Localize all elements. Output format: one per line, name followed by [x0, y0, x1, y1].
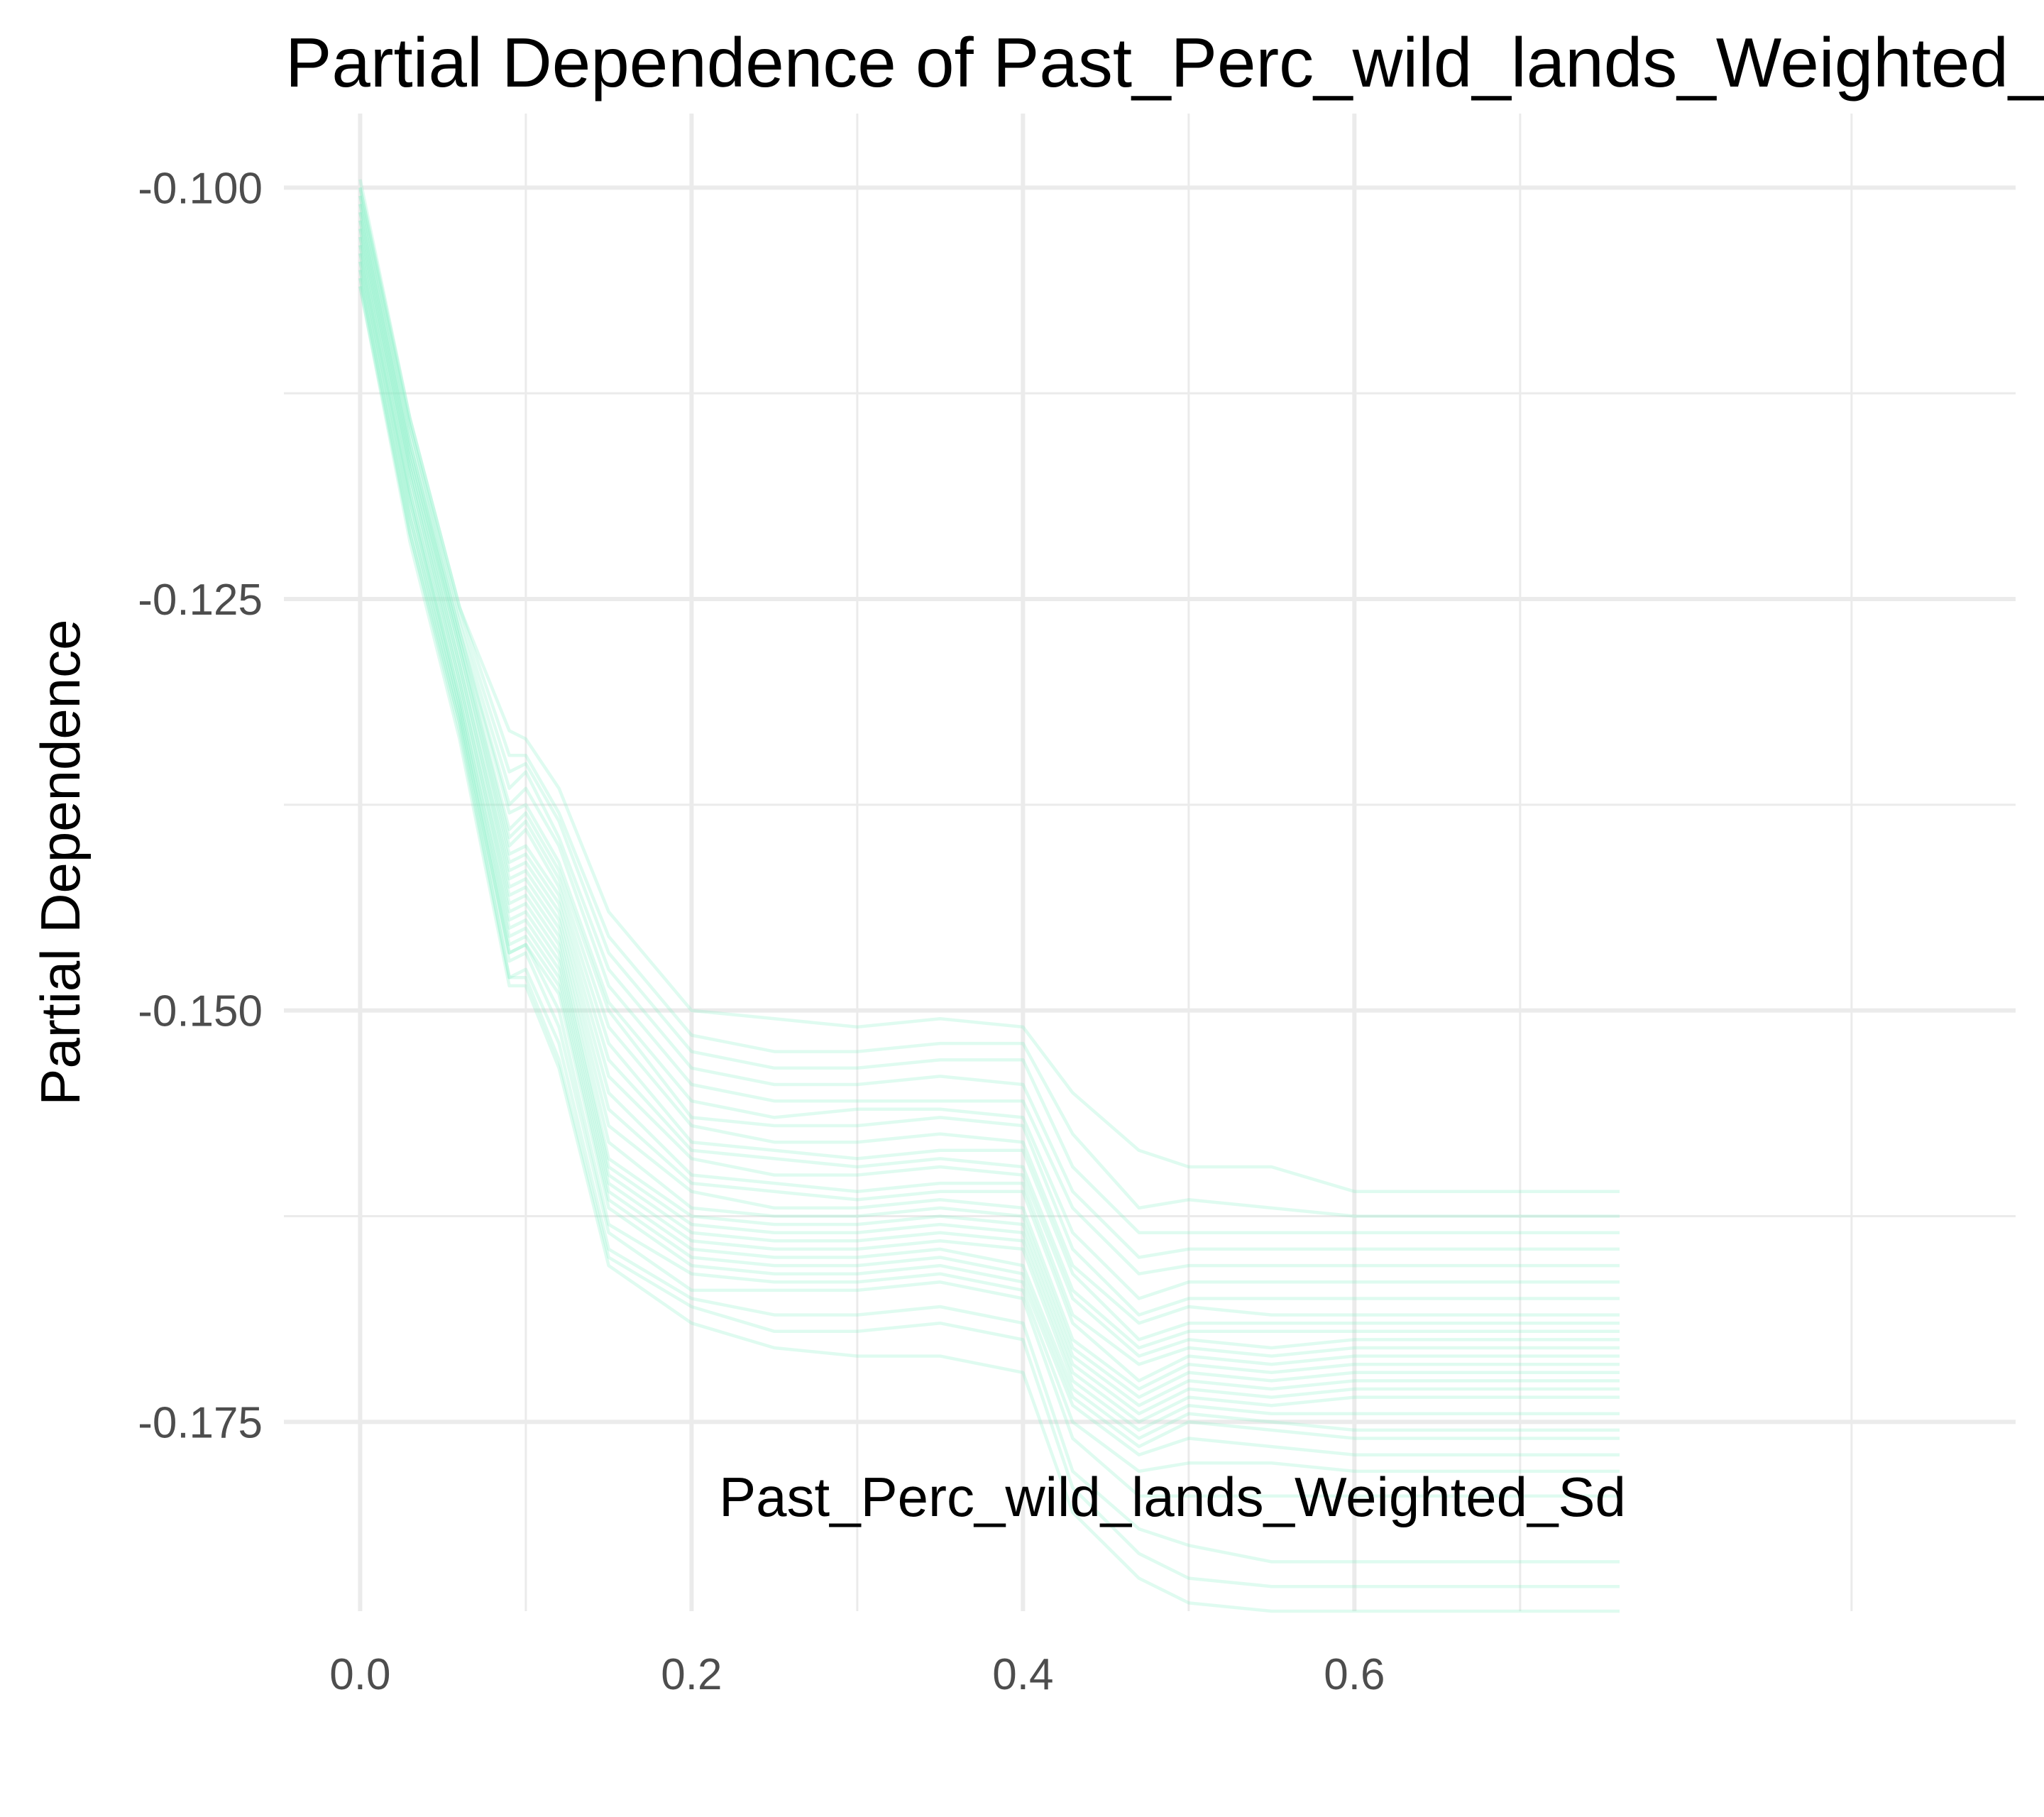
ice-curve [358, 212, 1620, 1325]
ice-curve [358, 245, 1620, 1416]
ice-curve [358, 204, 1620, 1317]
ice-curve [358, 236, 1620, 1391]
ice-curve [358, 286, 1620, 1613]
x-tick-labels: 0.0 0.2 0.4 0.6 [329, 1650, 1385, 1699]
x-tick-label: 0.4 [992, 1650, 1053, 1699]
ice-curve [358, 195, 1620, 1259]
ice-curve [358, 253, 1620, 1424]
major-gridlines [284, 114, 2016, 1611]
x-axis-title: Past_Perc_wild_lands_Weighted_Sd [719, 1466, 1626, 1528]
ice-curve [358, 236, 1620, 1399]
ice-curve [358, 187, 1620, 1218]
ice-curve [358, 228, 1620, 1383]
ice-curve [358, 228, 1620, 1366]
ice-curve [358, 179, 1620, 1193]
x-tick-label: 0.2 [661, 1650, 722, 1699]
ice-curve [358, 269, 1620, 1456]
y-axis-title: Partial Dependence [29, 619, 92, 1105]
ice-curve [358, 220, 1620, 1358]
x-tick-label: 0.6 [1324, 1650, 1385, 1699]
y-tick-label: -0.125 [138, 576, 263, 625]
x-tick-label: 0.0 [329, 1650, 390, 1699]
chart-title: Partial Dependence of Past_Perc_wild_lan… [285, 23, 2044, 101]
ice-curve [358, 212, 1620, 1341]
y-tick-labels: -0.175 -0.150 -0.125 -0.100 [138, 164, 263, 1447]
ice-curve [358, 187, 1620, 1234]
ice-curve [358, 204, 1620, 1300]
y-tick-label: -0.175 [138, 1398, 263, 1447]
minor-gridlines [284, 114, 2016, 1611]
ice-curve [358, 269, 1620, 1473]
ice-curve [358, 286, 1620, 1588]
y-tick-label: -0.100 [138, 164, 263, 213]
y-tick-label: -0.150 [138, 987, 263, 1036]
ice-curve [358, 278, 1620, 1498]
ice-curve [358, 220, 1620, 1350]
ice-curve [358, 245, 1620, 1407]
ice-curve [358, 261, 1620, 1449]
ice-curve [358, 261, 1620, 1440]
ice-curve [358, 253, 1620, 1432]
ice-curve [358, 278, 1620, 1564]
ice-curve [358, 195, 1620, 1275]
ice-curves [358, 179, 1620, 1613]
